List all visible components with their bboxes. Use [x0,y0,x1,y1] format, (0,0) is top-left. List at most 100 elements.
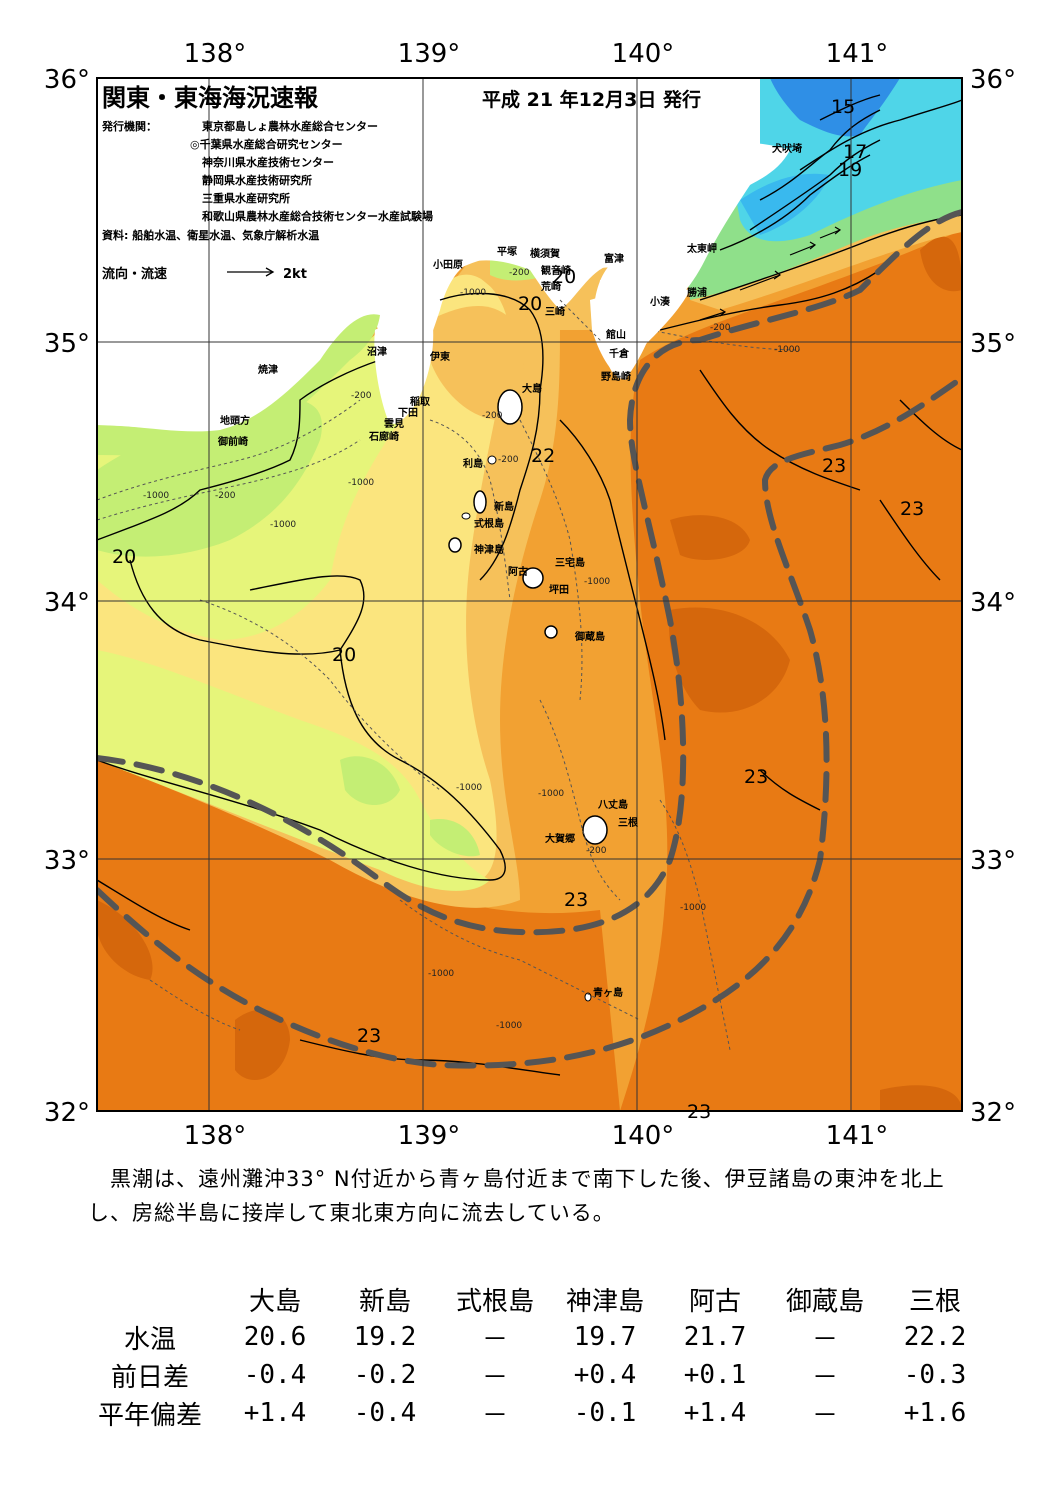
place-name: 地頭方 [220,414,250,427]
place-name: 三根 [618,816,638,829]
legend-arrowhead [265,267,275,277]
table-corner [80,1280,220,1318]
lat-tick-label: 33° [970,846,1016,876]
column-header: 新島 [358,1286,411,1317]
place-name: 伊東 [429,350,450,363]
hot-patch-1 [670,515,750,560]
isotherm-label: 20 [552,266,576,288]
place-name: 神津島 [474,543,504,556]
table-cell: +1.4 [243,1398,307,1428]
row-header: 平年偏差 [97,1400,202,1431]
lon-tick-label: 139° [398,1121,461,1151]
place-name: 式根島 [474,517,504,530]
map-title: 関東・東海海況速報 [102,84,319,112]
depth-label: -1000 [348,478,374,488]
issuer-item: 神奈川県水産技術センター [202,155,334,169]
place-name: 平塚 [497,245,517,258]
place-name: 焼津 [258,363,278,376]
island-hachijojima [582,815,608,845]
depth-label: -1000 [143,491,169,501]
isotherm-label: 20 [518,293,542,315]
island-oshima [497,389,523,425]
row-header: 前日差 [110,1362,189,1393]
place-name: 小湊 [649,295,671,308]
water-18b [340,756,400,805]
lon-axis-top: 138° 139° 140° 141° [184,39,889,69]
depth-label: -200 [710,323,731,333]
table-cell: +0.1 [683,1360,747,1390]
place-name: 三宅島 [555,556,585,569]
column-header: 式根島 [455,1286,534,1317]
lat-axis-right: 36° 35° 34° 33° 32° [970,65,1016,1128]
island-niijima [473,490,487,514]
kuroshio-description: 黒潮は、遠州灘沖33° N付近から青ヶ島付近まで南下した後、伊豆諸島の東沖を北上… [88,1167,945,1225]
isotherm-label: 23 [687,1101,711,1123]
isotherm-label: 23 [822,455,846,477]
place-name: 犬吠埼 [772,142,802,155]
lat-tick-label: 34° [970,588,1016,618]
depth-label: -1000 [456,783,482,793]
table-cell: -0.2 [353,1360,417,1390]
isotherm-label: 15 [831,96,855,118]
place-name: 阿古 [508,565,528,578]
issuer-label: 発行機関： [101,119,157,133]
lon-tick-label: 138° [184,1121,247,1151]
table-cell: － [481,1400,508,1431]
table-cell: +1.6 [903,1398,967,1428]
depth-label: -1000 [270,520,296,530]
depth-contours [97,299,801,1051]
place-name: 観音崎 [541,264,571,277]
column-header: 神津島 [565,1286,644,1317]
place-name: 荒崎 [540,280,561,293]
lat-axis-left: 36° 35° 34° 33° 32° [44,65,90,1128]
boso-land [598,279,690,374]
lon-tick-label: 141° [826,39,889,69]
isotherm-label: 23 [744,766,768,788]
island-miyakejima [522,567,544,589]
island-temperature-table: 大島 新島 式根島 神津島 阿古 御蔵島 三根 水温 20.6 19.2 － 1… [80,1280,990,1432]
isotherm-label: 19 [838,159,862,181]
place-name: 千倉 [609,347,630,360]
place-name: 勝浦 [687,286,707,299]
lat-tick-label: 36° [44,65,90,95]
isotherm-labels: 15 17 19 20 20 20 20 22 23 23 23 23 23 2… [112,96,924,1123]
table-cell: +0.4 [573,1360,637,1390]
lon-tick-label: 141° [826,1121,889,1151]
table-row: 前日差 -0.4 -0.2 － +0.4 +0.1 － -0.3 [80,1356,990,1394]
depth-label: -1000 [774,345,800,355]
issuer-item: 東京都島しょ農林水産総合センター [202,119,378,133]
lon-tick-label: 139° [398,39,461,69]
table-cell: -0.1 [573,1398,637,1428]
lon-tick-label: 140° [612,39,675,69]
current-legend: 流向・流速 2kt [102,266,307,282]
table-row: 水温 20.6 19.2 － 19.7 21.7 － 22.2 [80,1318,990,1356]
lat-tick-label: 35° [44,329,90,359]
depth-label: -200 [215,491,236,501]
place-name: 新島 [494,500,514,513]
island-kozushima [448,537,462,553]
water-13 [770,78,900,137]
place-name: 利島 [463,457,483,470]
place-name: 坪田 [549,583,569,596]
table-row: 平年偏差 +1.4 -0.4 － -0.1 +1.4 － +1.6 [80,1394,990,1432]
table-cell: 20.6 [243,1322,307,1352]
table-cell: +1.4 [683,1398,747,1428]
place-name: 横須賀 [530,247,560,260]
place-name: 雲見 [384,418,404,430]
water-22 [430,306,524,420]
hot-patch-3 [235,1009,290,1080]
map-frame [96,77,963,1112]
place-name: 大島 [522,382,542,395]
depth-label: -1000 [680,903,706,913]
table-cell: 22.2 [903,1322,967,1352]
water-19-south [97,650,490,891]
place-name: 小田原 [432,258,463,271]
water-18c [430,819,480,857]
depth-label: -1000 [584,577,610,587]
hot-patch-4 [880,1085,962,1111]
lat-tick-label: 33° [44,846,90,876]
place-name: 大賀郷 [545,832,575,845]
lat-tick-label: 32° [970,1098,1016,1128]
depth-label: -1000 [496,1021,522,1031]
isotherm-label: 20 [112,546,136,568]
